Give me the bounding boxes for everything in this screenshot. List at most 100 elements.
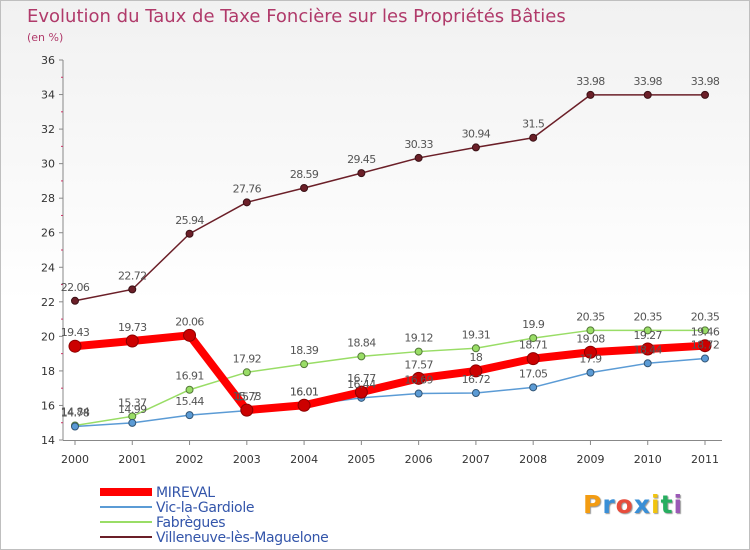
logo-letter: P <box>583 490 603 519</box>
logo-letter: r <box>602 490 616 519</box>
y-tick-label: 20 <box>41 330 55 343</box>
data-point-vic-la-gardiole <box>185 411 194 420</box>
x-tick-label: 2008 <box>519 453 547 466</box>
x-tick-label: 2001 <box>118 453 146 466</box>
legend-label-fabregues: Fabrègues <box>156 515 225 531</box>
data-point-mireval <box>698 339 712 353</box>
data-point-villeneuve-les-maguelone <box>300 183 309 192</box>
y-tick-label: 24 <box>41 261 55 274</box>
logo-letter: o <box>615 490 634 519</box>
data-point-fabregues <box>586 326 595 335</box>
data-label-vic-la-gardiole: 18.44 <box>633 343 662 356</box>
y-tick-label: 14 <box>41 434 55 447</box>
data-label-vic-la-gardiole: 14.78 <box>61 407 90 420</box>
data-point-villeneuve-les-maguelone <box>471 143 480 152</box>
data-point-vic-la-gardiole <box>128 418 137 427</box>
x-tick-label: 2005 <box>347 453 375 466</box>
x-tick-label: 2002 <box>176 453 204 466</box>
data-point-fabregues <box>471 344 480 353</box>
data-point-vic-la-gardiole <box>471 389 480 398</box>
chart-subtitle: (en %) <box>27 31 63 44</box>
series-line-vic-la-gardiole <box>74 357 706 428</box>
data-point-vic-la-gardiole <box>414 389 423 398</box>
y-tick-label: 22 <box>41 296 55 309</box>
data-label-mireval: 19.46 <box>691 326 720 339</box>
data-label-fabregues: 17.92 <box>233 352 262 365</box>
data-point-mireval <box>641 342 655 356</box>
series-line-fabregues <box>74 329 705 427</box>
data-label-fabregues: 19.31 <box>462 328 491 341</box>
data-label-mireval: 19.08 <box>576 332 605 345</box>
data-label-mireval: 20.06 <box>175 315 204 328</box>
data-label-fabregues: 19.9 <box>522 318 545 331</box>
axes: 14 16 18 20 22 24 26 28 30 32 34 36 2000 2001 2002 2003… <box>41 54 722 466</box>
data-label-mireval: 17.57 <box>404 358 433 371</box>
data-label-mireval: 18.71 <box>519 339 548 352</box>
y-tick-label: 16 <box>41 399 55 412</box>
x-tick-label: 2004 <box>290 453 318 466</box>
data-label-mireval: 16.77 <box>347 372 376 385</box>
data-point-villeneuve-les-maguelone <box>529 133 538 142</box>
legend-label-vic-la-gardiole: Vic-la-Gardiole <box>156 500 254 516</box>
data-point-mireval <box>583 345 597 359</box>
data-point-villeneuve-les-maguelone <box>357 169 366 178</box>
data-label-villeneuve-les-maguelone: 30.94 <box>462 127 491 140</box>
data-point-mireval <box>297 398 311 412</box>
data-label-villeneuve-les-maguelone: 29.45 <box>347 153 376 166</box>
data-point-mireval <box>469 364 483 378</box>
data-label-fabregues: 18.84 <box>347 336 376 349</box>
data-label-fabregues: 16.91 <box>175 370 204 383</box>
data-label-vic-la-gardiole: 16.44 <box>347 378 376 391</box>
data-point-villeneuve-les-maguelone <box>414 153 423 162</box>
y-tick-label: 18 <box>41 365 55 378</box>
data-label-vic-la-gardiole: 15.44 <box>175 395 204 408</box>
series-line-villeneuve-les-maguelone <box>74 94 705 302</box>
data-point-mireval <box>240 403 254 417</box>
data-point-fabregues <box>242 368 251 377</box>
x-tick-label: 2007 <box>462 453 490 466</box>
data-point-villeneuve-les-maguelone <box>643 90 652 99</box>
data-point-vic-la-gardiole <box>701 354 709 363</box>
data-label-vic-la-gardiole: 16.69 <box>404 374 433 387</box>
x-tick-label: 2011 <box>691 453 719 466</box>
y-tick-label: 28 <box>41 192 55 205</box>
data-label-fabregues: 20.35 <box>691 310 720 323</box>
data-label-villeneuve-les-maguelone: 31.5 <box>522 118 545 131</box>
data-point-fabregues <box>643 326 652 335</box>
data-point-mireval <box>68 339 82 353</box>
data-label-fabregues: 19.12 <box>404 332 433 345</box>
data-point-fabregues <box>701 326 709 335</box>
y-tick-label: 36 <box>41 54 55 67</box>
series-points <box>68 90 712 431</box>
data-label-mireval: 19.73 <box>118 321 147 334</box>
logo-letter: i <box>651 490 661 519</box>
data-label-villeneuve-les-maguelone: 25.94 <box>175 214 204 227</box>
data-point-villeneuve-les-maguelone <box>185 229 194 238</box>
data-label-vic-la-gardiole: 16.01 <box>290 385 319 398</box>
data-point-fabregues <box>414 347 423 356</box>
data-label-villeneuve-les-maguelone: 33.98 <box>691 75 720 88</box>
series-line-mireval <box>74 331 706 415</box>
x-tick-label: 2003 <box>233 453 261 466</box>
data-point-villeneuve-les-maguelone <box>701 90 709 99</box>
logo-letter: x <box>633 490 651 519</box>
data-point-vic-la-gardiole <box>529 383 538 392</box>
chart-title: Evolution du Taux de Taxe Foncière sur l… <box>27 6 566 27</box>
data-label-fabregues: 20.35 <box>633 310 662 323</box>
data-point-fabregues <box>357 352 366 361</box>
data-point-villeneuve-les-maguelone <box>71 296 79 305</box>
data-label-villeneuve-les-maguelone: 27.76 <box>233 182 262 195</box>
x-tick-label: 2006 <box>405 453 433 466</box>
y-tick-label: 26 <box>41 227 55 240</box>
data-point-villeneuve-les-maguelone <box>586 90 595 99</box>
data-label-mireval: 19.43 <box>61 326 90 339</box>
data-label-villeneuve-les-maguelone: 33.98 <box>576 75 605 88</box>
data-point-mireval <box>183 328 197 342</box>
y-tick-label: 32 <box>41 123 55 136</box>
data-label-fabregues: 15.37 <box>118 396 147 409</box>
data-label-villeneuve-les-maguelone: 22.72 <box>118 269 147 282</box>
data-label-vic-la-gardiole: 14.99 <box>118 403 147 416</box>
data-label-fabregues: 20.35 <box>576 310 605 323</box>
x-tick-label: 2009 <box>576 453 604 466</box>
